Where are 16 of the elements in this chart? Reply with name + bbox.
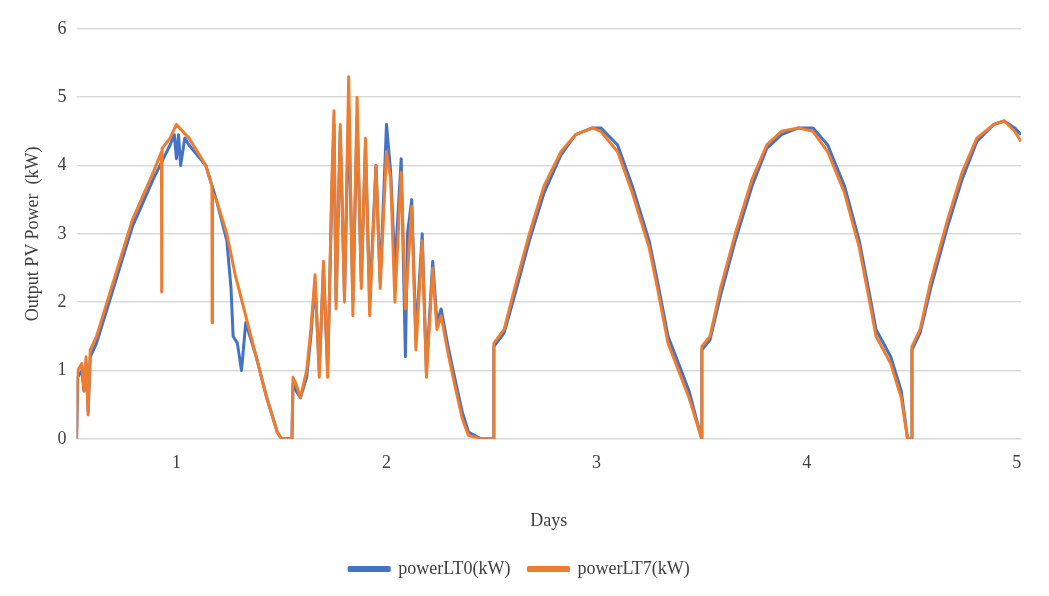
y-tick-label: 2 (57, 290, 67, 311)
x-tick-label: 2 (382, 452, 391, 473)
y-tick-label: 6 (57, 17, 67, 38)
legend-label: powerLT0(kW) (398, 557, 511, 579)
y-tick-label: 4 (57, 154, 67, 175)
x-tick-label: 5 (1012, 452, 1022, 473)
y-tick-label: 5 (57, 85, 67, 106)
legend-label: powerLT7(kW) (577, 557, 690, 579)
x-tick-label: 3 (592, 452, 602, 473)
y-tick-label: 0 (57, 427, 67, 448)
x-tick-label: 4 (802, 452, 812, 473)
x-tick-label: 1 (171, 452, 181, 473)
x-axis-title: Days (530, 509, 568, 530)
y-tick-label: 1 (57, 359, 67, 380)
y-tick-label: 3 (57, 222, 67, 243)
y-axis-title: Output PV Power (kW) (21, 146, 43, 322)
